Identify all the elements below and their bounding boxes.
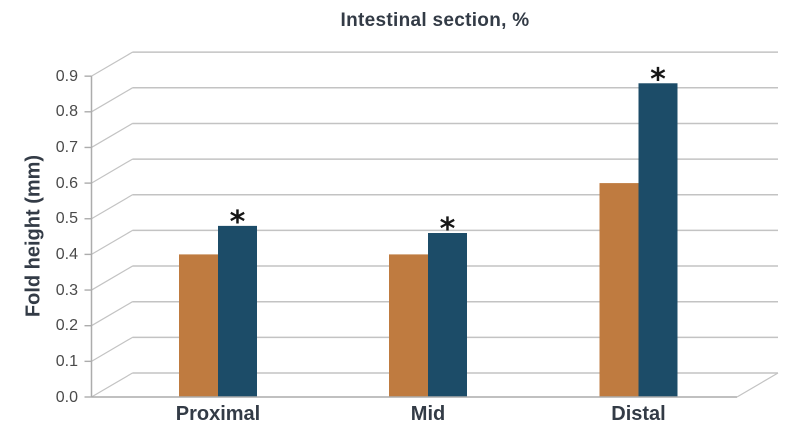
bar-series-1-proximal [179, 254, 218, 397]
gridline-diagonal [91, 372, 133, 398]
bar-series-2-distal [638, 83, 678, 397]
significance-asterisk: * [650, 62, 666, 97]
category-label-mid: Mid [410, 403, 446, 425]
y-tick-label: 0.4 [55, 245, 78, 263]
chart-title: Intestinal section, % [340, 10, 530, 31]
y-tick-label: 0.1 [55, 352, 78, 370]
y-tick-label: 0.5 [55, 210, 78, 228]
gridline-diagonal [91, 122, 133, 148]
y-tick-label: 0.3 [55, 281, 78, 299]
bar-series-2-proximal [218, 225, 257, 397]
y-tick-label: 0.6 [55, 174, 78, 192]
gridline-diagonal [91, 229, 133, 255]
gridline-diagonal [91, 194, 133, 220]
significance-asterisk: * [440, 212, 456, 247]
y-tick-label: 0.9 [55, 67, 78, 85]
y-tick-label: 0.7 [55, 138, 78, 156]
bar-series-1-mid [389, 254, 428, 397]
gridline-diagonal [91, 87, 133, 113]
significance-asterisk: * [230, 205, 246, 240]
category-label-distal: Distal [611, 403, 666, 425]
bar-series-2-mid [428, 233, 467, 397]
y-tick-label: 0.0 [55, 388, 78, 406]
y-tick-label: 0.8 [55, 103, 78, 121]
gridline-diagonal [91, 301, 133, 327]
y-tick-label: 0.2 [55, 317, 78, 335]
floor-diagonal [736, 372, 779, 398]
bar-series-1-distal [599, 183, 639, 397]
gridline-diagonal [91, 265, 133, 291]
gridline-diagonal [91, 51, 133, 77]
gridline-diagonal [91, 158, 133, 184]
gridline-diagonal [91, 336, 133, 362]
category-label-proximal: Proximal [175, 403, 261, 425]
